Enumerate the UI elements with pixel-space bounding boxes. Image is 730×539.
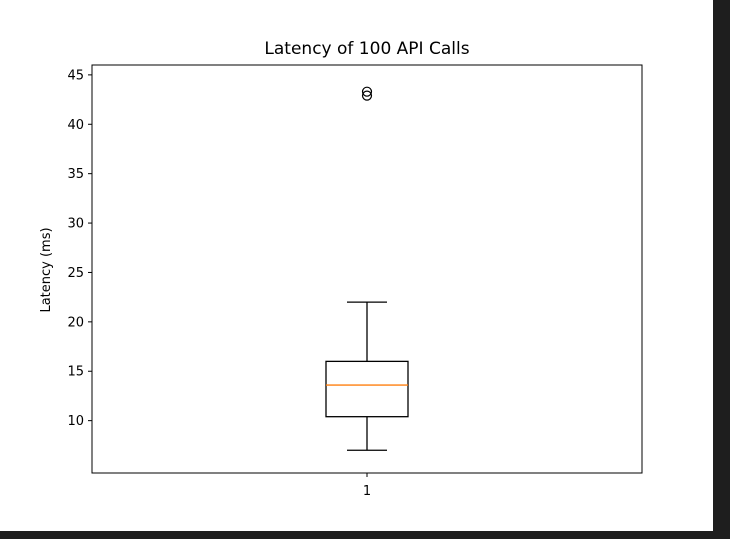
window-edge-bottom	[0, 531, 730, 539]
box-plot-item	[325, 86, 409, 451]
y-tick-label: 30	[67, 217, 84, 232]
y-tick-label: 20	[67, 315, 84, 330]
y-tick-label: 10	[67, 414, 84, 429]
outlier-point	[361, 86, 373, 97]
figure-canvas: Latency of 100 API Calls Latency (ms) 10…	[0, 0, 713, 531]
outlier-point	[361, 90, 373, 101]
plot-area-frame	[91, 64, 643, 474]
y-tick-label: 40	[67, 118, 84, 133]
chart-title: Latency of 100 API Calls	[264, 39, 469, 59]
y-axis-ticks: 10 15 20 25 30 35 40 45	[67, 68, 92, 429]
x-axis-ticks: 1	[363, 473, 371, 499]
window-edge-right	[713, 0, 730, 539]
box-group	[325, 86, 409, 451]
box-plot-chart: Latency of 100 API Calls Latency (ms) 10…	[39, 39, 643, 499]
y-axis-label: Latency (ms)	[39, 227, 54, 312]
y-tick-label: 25	[67, 266, 84, 281]
y-tick-label: 15	[67, 365, 84, 380]
interquartile-box	[325, 360, 409, 418]
y-tick-label: 45	[67, 68, 84, 83]
x-tick-label: 1	[363, 484, 371, 499]
y-tick-label: 35	[67, 167, 84, 182]
